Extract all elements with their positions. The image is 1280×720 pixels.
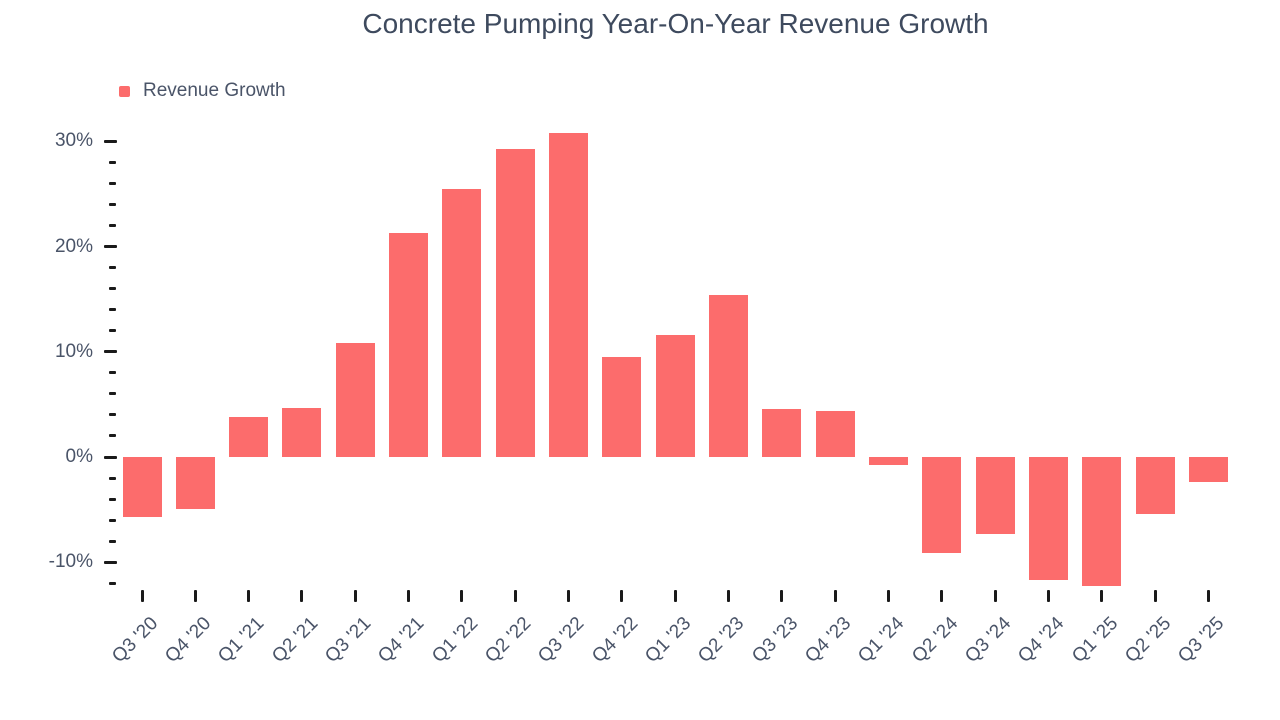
y-axis-minor-tick xyxy=(109,392,116,396)
x-axis-tick-label: Q3 '24 xyxy=(961,613,1016,668)
revenue-growth-bar xyxy=(655,334,695,457)
revenue-growth-bar xyxy=(1135,457,1175,514)
x-axis-tick-label: Q3 '25 xyxy=(1174,613,1229,668)
revenue-growth-bar xyxy=(1082,457,1122,587)
x-axis-tick xyxy=(887,590,891,602)
x-axis-tick-label: Q3 '23 xyxy=(747,613,802,668)
revenue-growth-bar xyxy=(549,132,589,457)
x-axis-tick-label: Q4 '21 xyxy=(374,613,429,668)
x-axis-tick-label: Q4 '24 xyxy=(1014,613,1069,668)
x-axis-tick xyxy=(247,590,251,602)
x-axis-tick xyxy=(300,590,304,602)
revenue-growth-bar xyxy=(762,408,802,457)
x-axis-tick-label: Q2 '23 xyxy=(694,613,749,668)
x-axis-tick-label: Q4 '22 xyxy=(587,613,642,668)
x-axis-tick xyxy=(407,590,411,602)
y-axis-minor-tick xyxy=(109,224,116,228)
y-axis-tick-label: 20% xyxy=(54,235,93,257)
revenue-growth-bar xyxy=(495,148,535,457)
chart-title: Concrete Pumping Year-On-Year Revenue Gr… xyxy=(362,8,989,39)
y-axis-minor-tick xyxy=(109,266,116,270)
y-axis-minor-tick xyxy=(109,160,116,164)
x-axis-tick-label: Q2 '21 xyxy=(267,613,322,668)
revenue-growth-bar xyxy=(922,457,962,553)
revenue-growth-bar xyxy=(869,457,909,466)
y-axis-major-tick xyxy=(104,350,117,354)
x-axis-tick xyxy=(353,590,357,602)
x-axis-tick xyxy=(620,590,624,602)
revenue-growth-bar xyxy=(1189,457,1229,483)
revenue-growth-bar xyxy=(335,343,375,457)
x-axis-tick-label: Q1 '21 xyxy=(214,613,269,668)
revenue-growth-bar xyxy=(389,232,429,457)
y-axis-minor-tick xyxy=(109,581,116,585)
y-axis-minor-tick xyxy=(109,308,116,312)
x-axis-tick xyxy=(673,590,677,602)
x-axis-tick-label: Q1 '24 xyxy=(854,613,909,668)
x-axis-tick-label: Q1 '25 xyxy=(1067,613,1122,668)
legend: Revenue Growth xyxy=(119,80,286,102)
x-axis-tick xyxy=(1207,590,1211,602)
y-axis-tick-label: 0% xyxy=(65,446,93,467)
legend-swatch-icon xyxy=(119,85,130,97)
x-axis-tick xyxy=(140,590,144,602)
y-axis-major-tick xyxy=(104,560,117,564)
y-axis-tick-label: 30% xyxy=(54,130,93,152)
y-axis-minor-tick xyxy=(109,203,116,207)
x-axis-tick xyxy=(1100,590,1104,602)
x-axis-tick-label: Q3 '22 xyxy=(534,613,589,668)
x-axis-tick-label: Q2 '24 xyxy=(907,613,962,668)
revenue-growth-bar xyxy=(175,457,215,509)
x-axis-tick xyxy=(193,590,197,602)
x-axis-tick xyxy=(727,590,731,602)
x-axis-tick-label: Q4 '23 xyxy=(801,613,856,668)
revenue-growth-bar xyxy=(815,410,855,457)
y-axis-major-tick xyxy=(104,139,117,143)
x-axis-tick-label: Q1 '22 xyxy=(427,613,482,668)
x-axis-tick-label: Q2 '25 xyxy=(1121,613,1176,668)
y-axis-minor-tick xyxy=(109,287,116,291)
x-axis-tick-label: Q3 '21 xyxy=(321,613,376,668)
revenue-growth-bar xyxy=(122,457,162,517)
x-axis-tick-label: Q4 '20 xyxy=(161,613,216,668)
y-axis-minor-tick xyxy=(109,476,116,480)
y-axis-minor-tick xyxy=(109,497,116,501)
legend-label: Revenue Growth xyxy=(143,80,286,101)
y-axis-tick-label: -10% xyxy=(48,551,93,573)
revenue-growth-bar xyxy=(229,417,269,457)
y-axis-minor-tick xyxy=(109,371,116,375)
revenue-growth-bar xyxy=(975,457,1015,534)
revenue-growth-bar xyxy=(602,357,642,457)
y-axis-minor-tick xyxy=(109,518,116,522)
y-axis-minor-tick xyxy=(109,539,116,543)
y-axis-minor-tick xyxy=(109,434,116,438)
x-axis-tick xyxy=(460,590,464,602)
revenue-growth-bar xyxy=(1029,457,1069,581)
revenue-growth-bar xyxy=(442,188,482,457)
revenue-growth-bar xyxy=(282,407,322,457)
x-axis-tick xyxy=(1153,590,1157,602)
y-axis-minor-tick xyxy=(109,181,116,185)
x-axis-tick xyxy=(567,590,571,602)
x-axis-tick xyxy=(993,590,997,602)
x-axis-tick xyxy=(513,590,517,602)
x-axis-tick xyxy=(1047,590,1051,602)
y-axis-major-tick xyxy=(104,245,117,249)
revenue-growth-bar xyxy=(709,294,749,457)
y-axis-tick-label: 10% xyxy=(54,340,93,362)
x-axis-tick-label: Q1 '23 xyxy=(641,613,696,668)
y-axis-minor-tick xyxy=(109,329,116,333)
x-axis-tick-label: Q3 '20 xyxy=(107,613,162,668)
x-axis-tick-label: Q2 '22 xyxy=(481,613,536,668)
x-axis-tick xyxy=(780,590,784,602)
y-axis-major-tick xyxy=(104,455,117,459)
y-axis-minor-tick xyxy=(109,413,116,417)
x-axis-tick xyxy=(833,590,837,602)
x-axis-tick xyxy=(940,590,944,602)
